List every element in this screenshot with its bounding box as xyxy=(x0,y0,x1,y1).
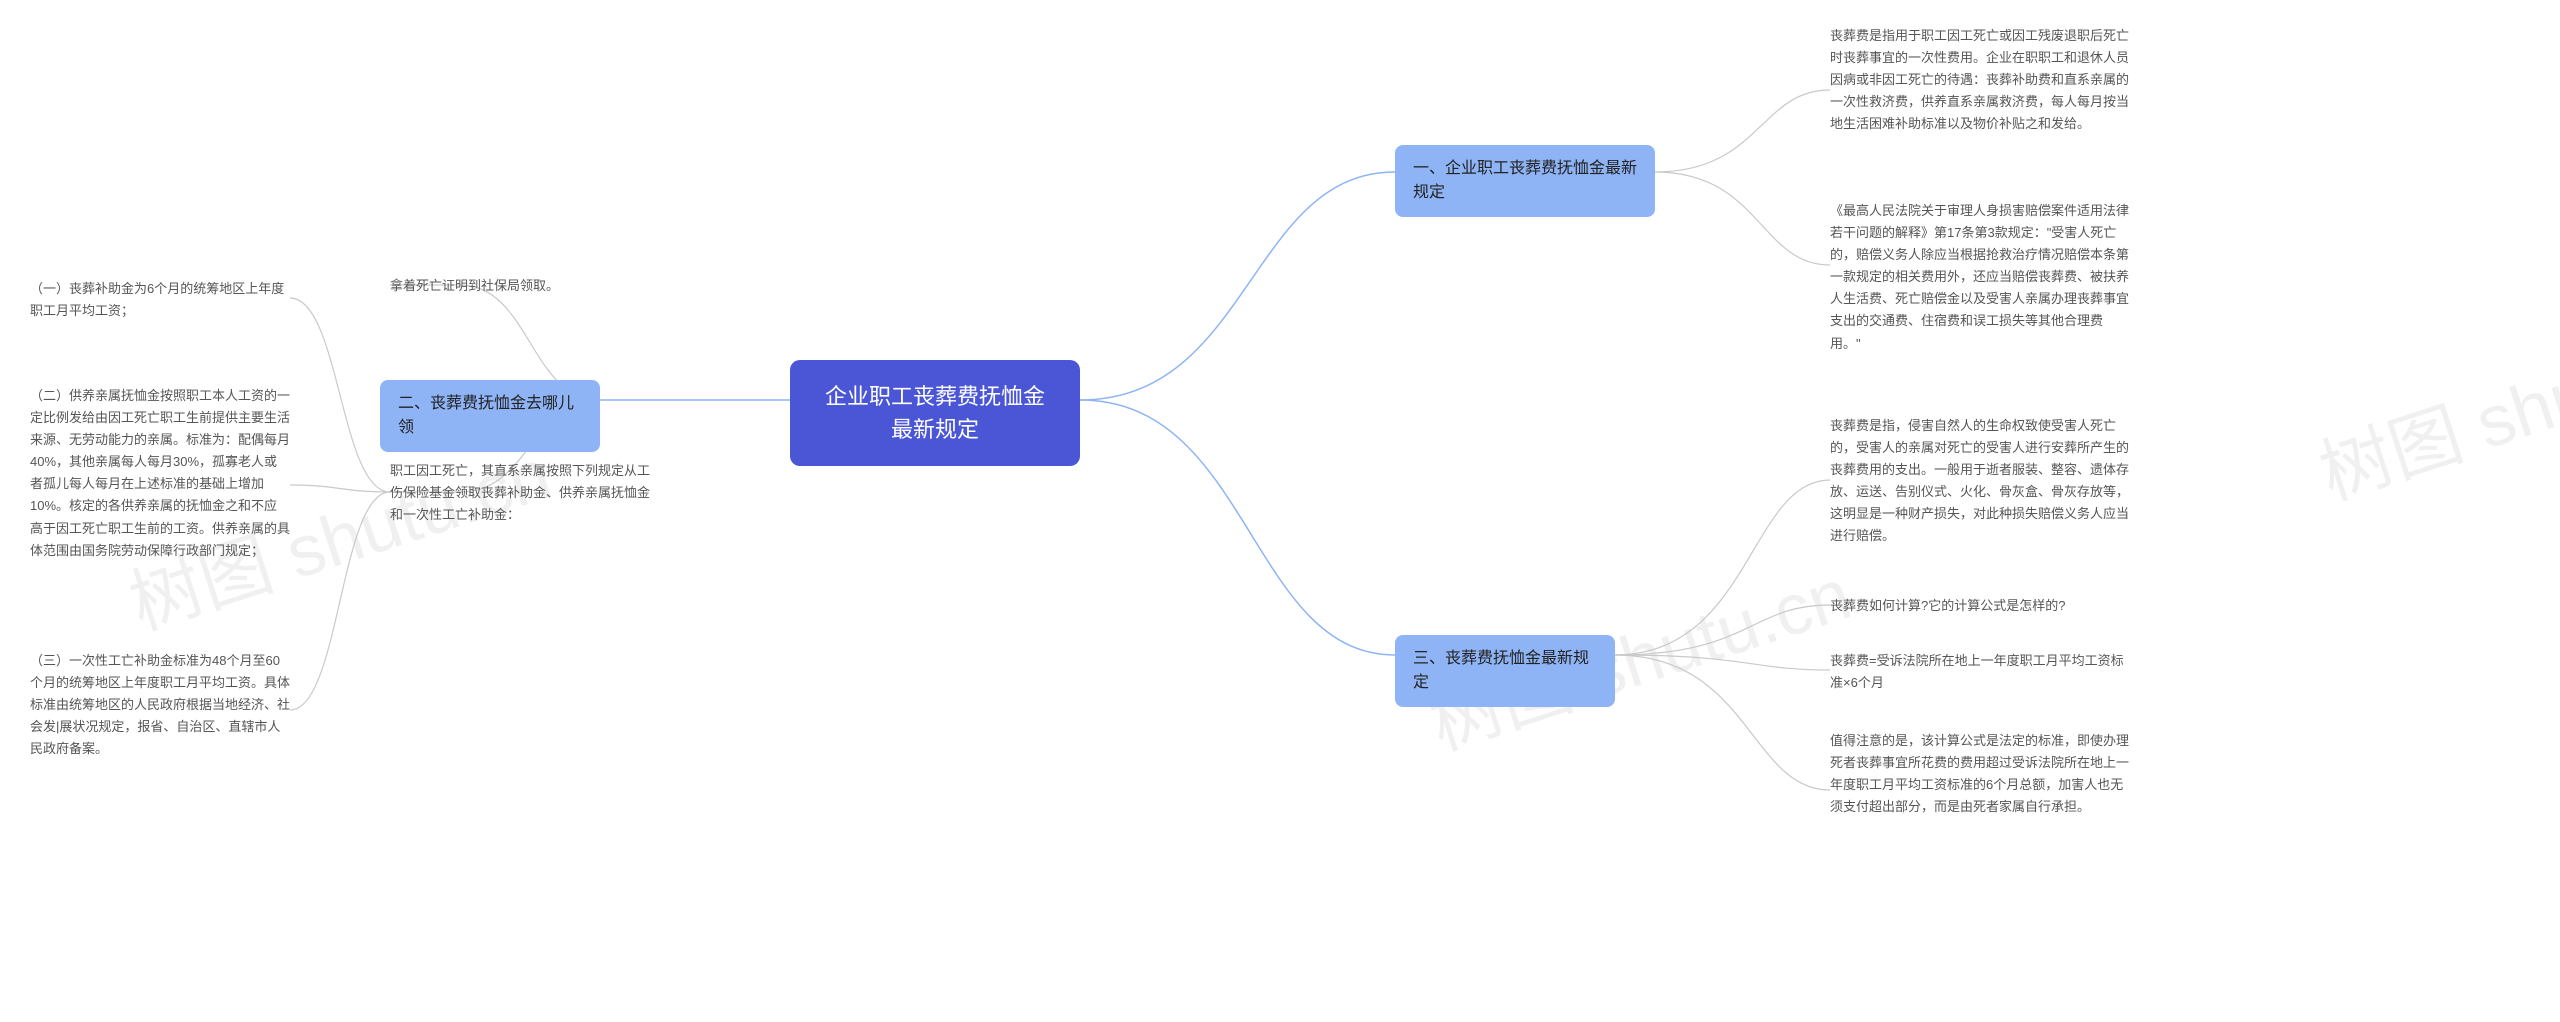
leaf-s2-sub2: （二）供养亲属抚恤金按照职工本人工资的一定比例发给由因工死亡职工生前提供主要生活… xyxy=(30,385,290,562)
leaf-s3-4: 值得注意的是，该计算公式是法定的标准，即使办理死者丧葬事宜所花费的费用超过受诉法… xyxy=(1830,730,2130,818)
root-node: 企业职工丧葬费抚恤金最新规定 xyxy=(790,360,1080,466)
leaf-s1-2: 《最高人民法院关于审理人身损害赔偿案件适用法律若干问题的解释》第17条第3款规定… xyxy=(1830,200,2130,355)
leaf-s2-1: 拿着死亡证明到社保局领取。 xyxy=(390,275,630,297)
leaf-s3-1: 丧葬费是指，侵害自然人的生命权致使受害人死亡的，受害人的亲属对死亡的受害人进行安… xyxy=(1830,415,2130,548)
leaf-s3-2: 丧葬费如何计算?它的计算公式是怎样的? xyxy=(1830,595,2130,617)
leaf-s3-3: 丧葬费=受诉法院所在地上一年度职工月平均工资标准×6个月 xyxy=(1830,650,2130,694)
connectors-svg xyxy=(0,0,2560,1022)
branch-section2: 二、丧葬费抚恤金去哪儿领 xyxy=(380,380,600,452)
leaf-s2-sub3: （三）一次性工亡补助金标准为48个月至60个月的统筹地区上年度职工月平均工资。具… xyxy=(30,650,290,760)
branch-section1: 一、企业职工丧葬费抚恤金最新规定 xyxy=(1395,145,1655,217)
mindmap-container: 企业职工丧葬费抚恤金最新规定 一、企业职工丧葬费抚恤金最新规定 丧葬费是指用于职… xyxy=(0,0,2560,1022)
branch-section3: 三、丧葬费抚恤金最新规定 xyxy=(1395,635,1615,707)
leaf-s2-2: 职工因工死亡，其直系亲属按照下列规定从工伤保险基金领取丧葬补助金、供养亲属抚恤金… xyxy=(390,460,650,526)
leaf-s1-1: 丧葬费是指用于职工因工死亡或因工残废退职后死亡时丧葬事宜的一次性费用。企业在职职… xyxy=(1830,25,2130,135)
leaf-s2-sub1: （一）丧葬补助金为6个月的统筹地区上年度职工月平均工资； xyxy=(30,278,290,322)
